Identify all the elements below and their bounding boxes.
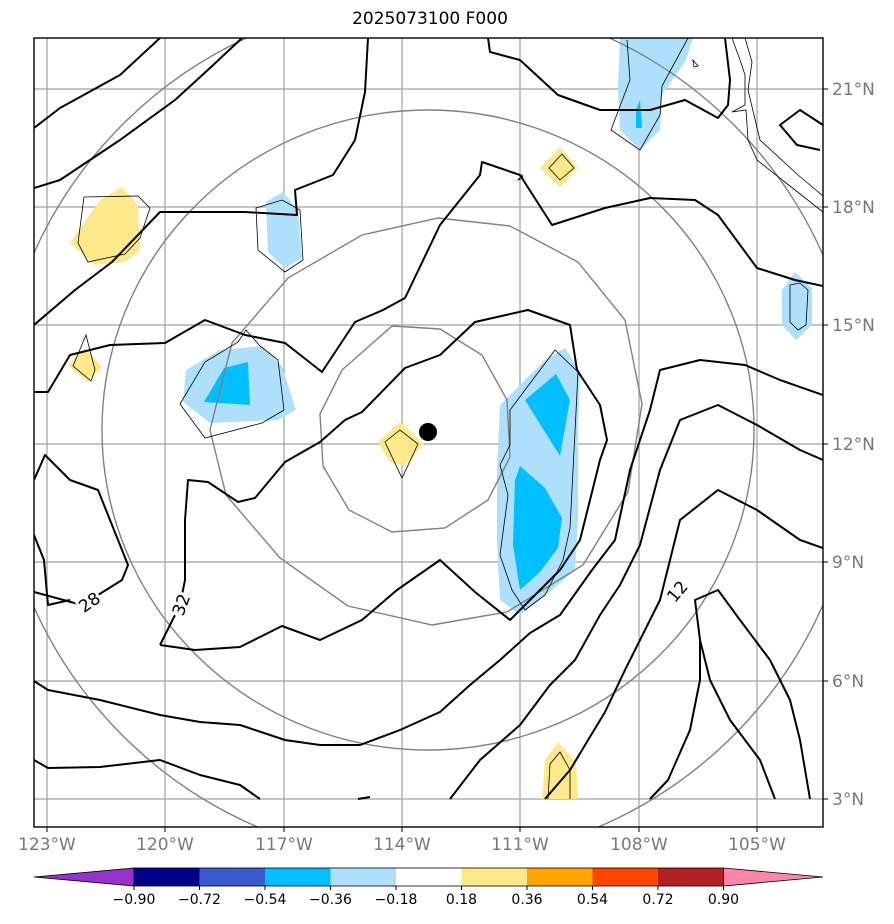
shade-yellow-region <box>70 187 140 265</box>
lon-tick-label: 105°W <box>728 835 786 855</box>
colorbar-segment <box>330 868 396 886</box>
lon-tick-label: 114°W <box>373 835 431 855</box>
colorbar-extend-low <box>33 867 135 887</box>
shade-blue-region <box>513 466 562 590</box>
lon-tick-label: 123°W <box>18 835 76 855</box>
lon-tick-label: 120°W <box>136 835 194 855</box>
thin-contours <box>72 38 823 800</box>
lat-tick-label: 6°N <box>832 672 864 692</box>
colorbar-segment <box>265 868 331 886</box>
shade-blue-region <box>525 374 570 456</box>
shade-lightblue-region <box>266 192 302 268</box>
shade-yellow-region <box>378 422 424 466</box>
colorbar-tick-label: 0.36 <box>511 892 542 908</box>
colorbar-extend-high <box>723 867 824 887</box>
shade-blue-region <box>636 100 642 128</box>
lat-tick-label: 12°N <box>832 435 875 455</box>
colorbar-segment <box>527 868 593 886</box>
colorbar-segment <box>396 868 462 886</box>
shade-lightblue-region <box>782 272 812 340</box>
lon-tick-label: 117°W <box>255 835 313 855</box>
shade-yellow-region <box>542 742 578 799</box>
colorbar-tick-label: −0.54 <box>244 892 287 908</box>
contour-label: 32 <box>169 591 195 618</box>
storm-center-marker <box>419 423 437 441</box>
thick-contours <box>34 38 823 800</box>
colorbar-segment <box>199 868 265 886</box>
map-title: 2025073100 F000 <box>352 9 508 29</box>
map-frame <box>33 37 824 828</box>
colorbar-segment <box>658 868 724 886</box>
colorbar-tick-label: −0.90 <box>113 892 156 908</box>
lat-tick-label: 18°N <box>832 198 875 218</box>
shade-yellow-region <box>540 147 578 187</box>
colorbar-tick-label: 0.90 <box>708 892 739 908</box>
colorbar-tick-label: 0.72 <box>642 892 673 908</box>
shade-blue-region <box>204 362 250 405</box>
lon-tick-label: 108°W <box>610 835 668 855</box>
colorbar-segment <box>592 868 658 886</box>
contour-label: 12 <box>663 577 692 606</box>
lat-tick-label: 3°N <box>832 790 864 810</box>
shaded-fields <box>68 38 812 799</box>
colorbar-tick-label: 0.54 <box>577 892 608 908</box>
lat-tick-label: 21°N <box>832 80 875 100</box>
colorbar-tick-label: −0.36 <box>309 892 352 908</box>
lat-tick-label: 9°N <box>832 553 864 573</box>
range-rings <box>34 38 823 827</box>
colorbar-segment <box>134 868 200 886</box>
lon-tick-label: 111°W <box>491 835 549 855</box>
colorbar-tick-label: 0.18 <box>446 892 477 908</box>
colorbar: −0.90 −0.72 −0.54 −0.36 −0.18 0.18 0.36 0.54 0.7… <box>33 867 824 908</box>
shade-lightblue-region <box>618 38 693 150</box>
colorbar-tick-label: −0.72 <box>178 892 221 908</box>
colorbar-segment <box>461 868 527 886</box>
colorbar-tick-label: −0.18 <box>375 892 418 908</box>
lat-tick-label: 15°N <box>832 316 875 336</box>
